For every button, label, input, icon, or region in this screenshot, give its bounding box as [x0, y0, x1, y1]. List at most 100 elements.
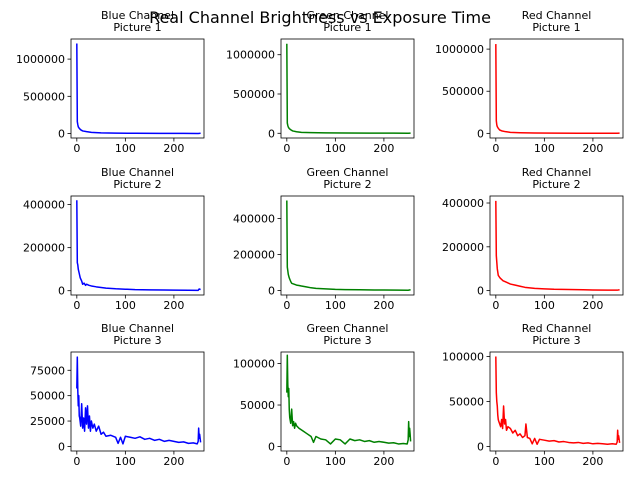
y-tick-label: 400000 [442, 197, 484, 210]
axes-frame [280, 195, 415, 296]
axes-frame [70, 195, 205, 296]
y-tick-label: 100000 [442, 351, 484, 364]
subplot-title-line: Picture 1 [323, 21, 371, 34]
axes-frame [280, 38, 415, 139]
series-line [495, 356, 621, 445]
axes-frame [70, 351, 205, 452]
x-tick-label: 200 [163, 142, 184, 155]
x-tick-label: 0 [73, 455, 80, 468]
subplot-title-line: Picture 3 [532, 334, 580, 347]
y-tick-label: 75000 [30, 364, 65, 377]
y-tick-label: 1000000 [16, 53, 65, 66]
x-tick-label: 0 [492, 455, 499, 468]
y-tick-label: 500000 [23, 90, 65, 103]
subplot-title-line: Red Channel [522, 166, 592, 179]
x-tick-label: 100 [325, 455, 346, 468]
x-tick-label: 200 [373, 455, 394, 468]
x-tick-label: 100 [325, 142, 346, 155]
y-tick-label: 0 [268, 285, 275, 298]
y-tick-label: 400000 [233, 213, 275, 226]
subplot-title-line: Blue Channel [101, 166, 174, 179]
series-line [76, 200, 201, 292]
y-tick-label: 0 [477, 441, 484, 454]
y-tick-label: 200000 [23, 242, 65, 255]
subplot-title-line: Green Channel [307, 322, 389, 335]
axes-frame [489, 351, 624, 452]
y-tick-label: 0 [58, 440, 65, 453]
series-line [286, 200, 411, 291]
x-tick-label: 0 [73, 142, 80, 155]
x-tick-label: 0 [492, 142, 499, 155]
subplot-title-line: Picture 2 [532, 178, 580, 191]
y-tick-label: 25000 [30, 415, 65, 428]
y-tick-label: 0 [58, 285, 65, 298]
series-line [495, 44, 620, 135]
figure-suptitle: Real Channel Brightness vs Exposure Time [149, 8, 491, 27]
x-tick-label: 200 [163, 455, 184, 468]
x-tick-label: 100 [115, 142, 136, 155]
subplot-title-line: Blue Channel [101, 322, 174, 335]
y-tick-label: 50000 [449, 396, 484, 409]
y-tick-label: 100000 [233, 358, 275, 371]
x-tick-label: 100 [534, 142, 555, 155]
y-tick-label: 50000 [240, 399, 275, 412]
y-tick-label: 0 [58, 128, 65, 141]
subplot-title-line: Red Channel [522, 322, 592, 335]
series-line [495, 200, 620, 291]
subplot-title-line: Green Channel [307, 166, 389, 179]
x-tick-label: 0 [73, 299, 80, 312]
y-tick-label: 0 [268, 440, 275, 453]
series-line [286, 354, 412, 445]
y-tick-label: 200000 [233, 249, 275, 262]
axes-frame [280, 351, 415, 452]
x-tick-label: 100 [534, 299, 555, 312]
subplot-title-line: Picture 3 [323, 334, 371, 347]
subplot-title-line: Picture 1 [532, 21, 580, 34]
x-tick-label: 200 [582, 455, 603, 468]
subplot-title-line: Picture 2 [113, 178, 161, 191]
y-tick-label: 1000000 [435, 43, 484, 56]
x-tick-label: 200 [582, 142, 603, 155]
y-tick-label: 50000 [30, 390, 65, 403]
subplot-title-line: Picture 3 [113, 334, 161, 347]
x-tick-label: 200 [373, 142, 394, 155]
subplot-title-line: Green Channel [307, 9, 389, 22]
y-tick-label: 0 [268, 127, 275, 140]
x-tick-label: 100 [115, 299, 136, 312]
axes-frame [489, 195, 624, 296]
series-line [286, 43, 411, 134]
x-tick-label: 200 [373, 299, 394, 312]
axes-frame [70, 38, 205, 139]
x-tick-label: 0 [283, 142, 290, 155]
series-line [76, 43, 201, 135]
x-tick-label: 200 [163, 299, 184, 312]
x-tick-label: 200 [582, 299, 603, 312]
y-tick-label: 500000 [442, 85, 484, 98]
series-line [76, 356, 202, 445]
y-tick-label: 400000 [23, 199, 65, 212]
axes-frame [489, 38, 624, 139]
y-tick-label: 0 [477, 285, 484, 298]
x-tick-label: 0 [283, 455, 290, 468]
x-tick-label: 100 [534, 455, 555, 468]
y-tick-label: 500000 [233, 88, 275, 101]
y-tick-label: 1000000 [226, 49, 275, 62]
x-tick-label: 100 [325, 299, 346, 312]
subplot-title-line: Blue Channel [101, 9, 174, 22]
x-tick-label: 0 [283, 299, 290, 312]
y-tick-label: 200000 [442, 241, 484, 254]
subplot-title-line: Red Channel [522, 9, 592, 22]
x-tick-label: 0 [492, 299, 499, 312]
subplot-title-line: Picture 2 [323, 178, 371, 191]
subplot-title-line: Picture 1 [113, 21, 161, 34]
